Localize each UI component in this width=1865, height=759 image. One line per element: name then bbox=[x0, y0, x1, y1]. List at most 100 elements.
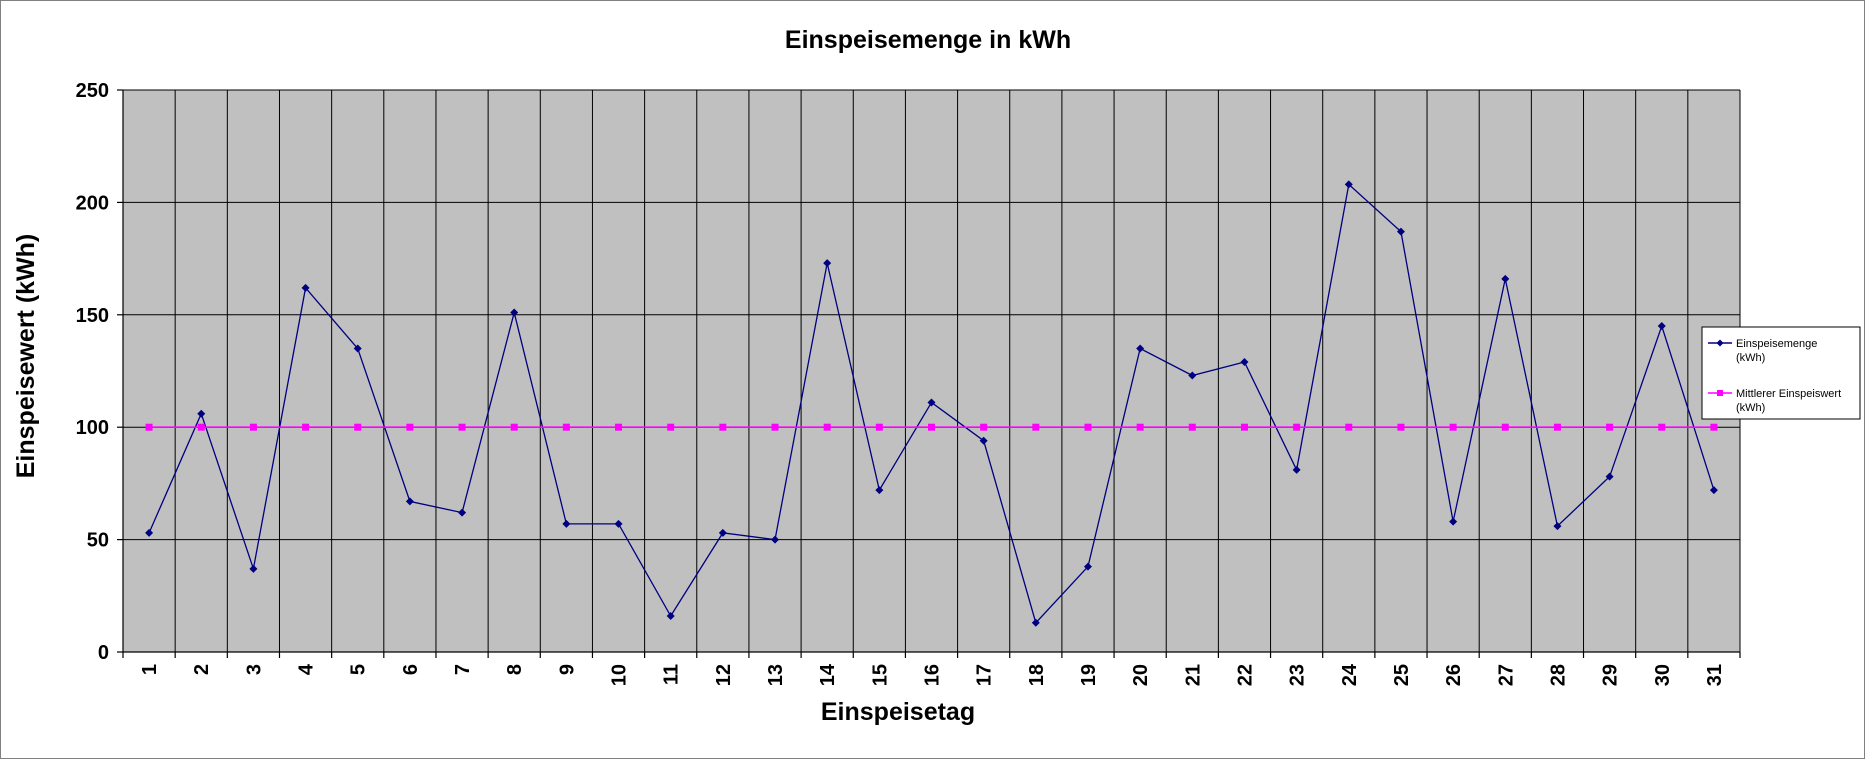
data-point-square bbox=[667, 423, 675, 431]
data-point-diamond bbox=[1031, 618, 1040, 627]
data-point-diamond bbox=[1501, 274, 1510, 283]
y-tick-label: 0 bbox=[98, 642, 109, 664]
x-tick-label: 13 bbox=[765, 664, 787, 686]
y-tick-label: 50 bbox=[87, 530, 109, 552]
data-point-square bbox=[1501, 423, 1509, 431]
data-point-square bbox=[458, 423, 466, 431]
data-point-square bbox=[354, 423, 362, 431]
x-tick-label: 8 bbox=[504, 664, 526, 675]
x-tick-label: 20 bbox=[1130, 664, 1152, 686]
data-point-square bbox=[562, 423, 570, 431]
data-point-diamond bbox=[771, 535, 780, 544]
series-mittlerer-einspeiswert bbox=[145, 423, 1718, 431]
x-tick-label: 21 bbox=[1182, 664, 1204, 686]
x-tick-label: 27 bbox=[1495, 664, 1517, 686]
x-tick-label: 10 bbox=[609, 664, 631, 686]
data-point-square bbox=[145, 423, 153, 431]
data-point-square bbox=[1710, 423, 1718, 431]
x-tick-label: 18 bbox=[1026, 664, 1048, 686]
data-point-diamond bbox=[353, 344, 362, 353]
x-tick-label: 12 bbox=[713, 664, 735, 686]
x-tick-label: 28 bbox=[1547, 664, 1569, 686]
x-tick-label: 31 bbox=[1704, 664, 1726, 686]
data-point-diamond bbox=[875, 486, 884, 495]
data-point-diamond bbox=[1292, 465, 1301, 474]
x-tick-label: 2 bbox=[191, 664, 213, 675]
data-point-diamond bbox=[1136, 344, 1145, 353]
legend-square-marker-icon bbox=[1717, 390, 1723, 396]
x-tick-label: 29 bbox=[1600, 664, 1622, 686]
x-tick-labels: 1 2 3 4 5 6 7 8 9 10 11 12 13 14 15 16 17 18 19 20 21 22 23 24 2… bbox=[139, 663, 1726, 686]
data-point-square bbox=[1449, 423, 1457, 431]
x-tick-label: 22 bbox=[1234, 664, 1256, 686]
data-point-square bbox=[823, 423, 831, 431]
data-point-diamond bbox=[1605, 472, 1614, 481]
x-tick-label: 19 bbox=[1078, 664, 1100, 686]
data-point-square bbox=[510, 423, 518, 431]
data-point-square bbox=[302, 423, 310, 431]
chart-title: Einspeisemenge in kWh bbox=[785, 26, 1071, 54]
y-tick-label: 250 bbox=[76, 80, 109, 102]
legend-label-einspeisemenge-line2: (kWh) bbox=[1736, 352, 1765, 364]
series-einspeisemenge bbox=[145, 180, 1718, 627]
data-point-diamond bbox=[614, 519, 623, 528]
data-point-square bbox=[197, 423, 205, 431]
y-tick-label: 100 bbox=[76, 417, 109, 439]
data-point-diamond bbox=[405, 497, 414, 506]
data-point-square bbox=[1136, 423, 1144, 431]
data-point-square bbox=[1293, 423, 1301, 431]
data-point-diamond bbox=[927, 398, 936, 407]
data-point-square bbox=[875, 423, 883, 431]
data-point-square bbox=[928, 423, 935, 431]
data-point-square bbox=[1606, 423, 1614, 431]
x-tick-label: 11 bbox=[661, 664, 683, 685]
data-point-square bbox=[249, 423, 257, 431]
data-point-diamond bbox=[1396, 227, 1405, 236]
data-point-square bbox=[1188, 423, 1196, 431]
x-tick-label: 30 bbox=[1652, 664, 1674, 686]
legend-diamond-marker-icon bbox=[1716, 339, 1724, 347]
data-point-diamond bbox=[197, 409, 206, 418]
y-tick-label: 150 bbox=[76, 305, 109, 327]
grid bbox=[123, 89, 1741, 652]
x-tick-label: 23 bbox=[1287, 664, 1309, 686]
data-point-square bbox=[771, 423, 779, 431]
axes bbox=[117, 89, 1741, 658]
y-tick-labels: 0 50 100 150 200 250 bbox=[76, 80, 109, 664]
data-point-square bbox=[406, 423, 414, 431]
y-tick-label: 200 bbox=[76, 192, 109, 214]
data-point-square bbox=[615, 423, 623, 431]
data-point-diamond bbox=[458, 508, 467, 517]
data-point-diamond bbox=[1240, 358, 1249, 367]
data-point-square bbox=[980, 423, 988, 431]
data-point-diamond bbox=[1083, 562, 1092, 571]
data-point-square bbox=[1658, 423, 1666, 431]
data-point-diamond bbox=[1344, 180, 1353, 189]
data-point-square bbox=[1240, 423, 1248, 431]
data-point-square bbox=[1553, 423, 1561, 431]
x-tick-label: 9 bbox=[556, 664, 578, 675]
x-axis-title: Einspeisetag bbox=[821, 698, 975, 726]
data-point-diamond bbox=[718, 528, 727, 537]
x-tick-label: 5 bbox=[348, 664, 370, 675]
data-point-diamond bbox=[301, 283, 310, 292]
data-point-diamond bbox=[1449, 517, 1458, 526]
data-point-diamond bbox=[1709, 486, 1718, 495]
data-point-diamond bbox=[145, 528, 154, 537]
legend-label-einspeisemenge-line1: Einspeisemenge bbox=[1736, 338, 1817, 350]
series bbox=[145, 180, 1718, 627]
plot-area bbox=[123, 90, 1740, 652]
y-axis-title: Einspeisewert (kWh) bbox=[12, 234, 40, 479]
data-point-square bbox=[1397, 423, 1405, 431]
data-point-diamond bbox=[1553, 522, 1562, 531]
legend-label-mittlerer-line1: Mittlerer Einspeiswert bbox=[1736, 388, 1841, 400]
data-point-diamond bbox=[510, 308, 519, 317]
x-tick-label: 6 bbox=[400, 664, 422, 675]
x-tick-label: 3 bbox=[243, 664, 265, 675]
data-point-square bbox=[1032, 423, 1040, 431]
x-tick-label: 16 bbox=[922, 664, 944, 686]
data-point-square bbox=[1084, 423, 1092, 431]
data-point-square bbox=[719, 423, 727, 431]
data-point-diamond bbox=[1188, 371, 1197, 380]
